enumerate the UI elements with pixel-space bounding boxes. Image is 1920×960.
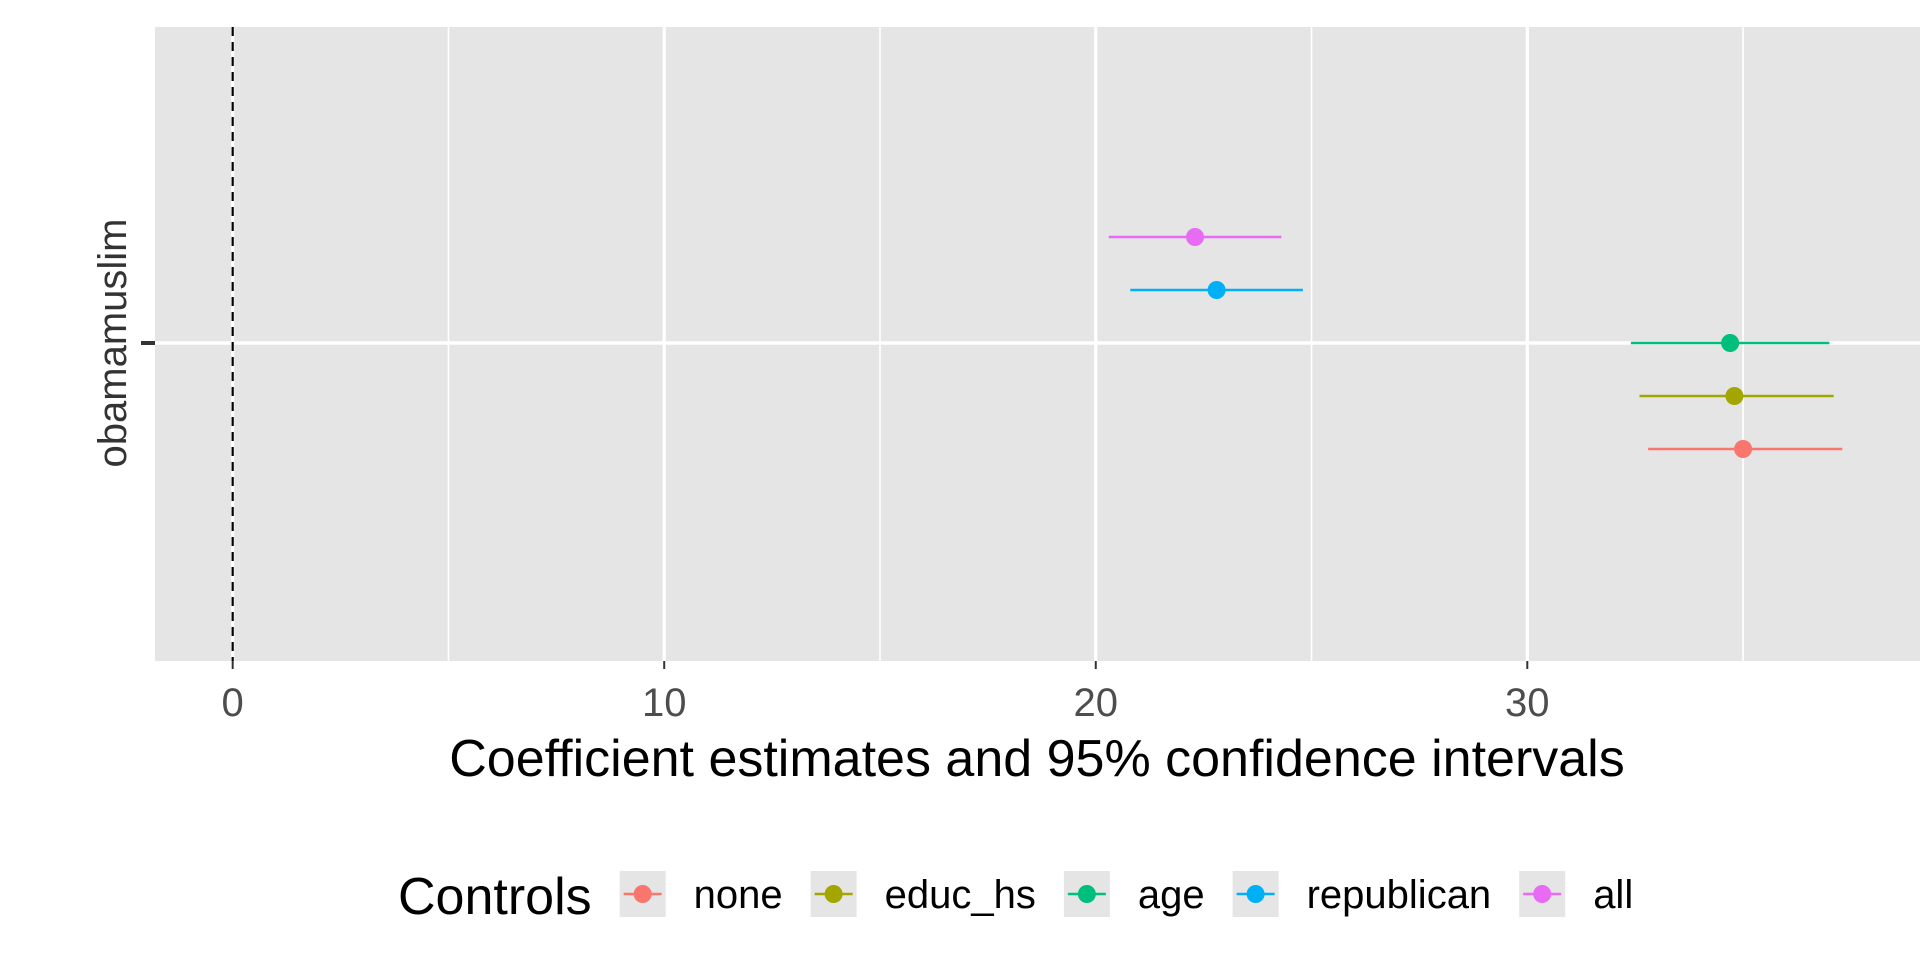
y-category-label: obamamuslim: [91, 219, 135, 468]
series-republican: [1130, 281, 1303, 299]
legend-label-educ_hs: educ_hs: [885, 873, 1036, 917]
legend-title: Controls: [398, 868, 592, 926]
major-gridlines: [155, 27, 1920, 661]
series-none: [1648, 440, 1843, 458]
y-axis: obamamuslim: [91, 219, 155, 468]
x-axis-title: Coefficient estimates and 95% confidence…: [449, 730, 1624, 788]
x-tick-label: 20: [1074, 681, 1119, 725]
x-tick-label: 10: [642, 681, 687, 725]
series-educ_hs: [1639, 387, 1834, 405]
series-layer: [1108, 228, 1843, 458]
legend-item-age: age: [1063, 871, 1205, 917]
legend-label-none: none: [694, 873, 783, 917]
legend-label-age: age: [1138, 873, 1205, 917]
legend-label-all: all: [1593, 873, 1633, 917]
point-republican: [1207, 281, 1226, 299]
x-tick-label: 30: [1505, 681, 1550, 725]
legend-key-point: [824, 885, 843, 903]
x-tick-label: 0: [222, 681, 244, 725]
series-age: [1630, 334, 1830, 352]
legend-key-point: [1246, 885, 1265, 903]
point-educ_hs: [1725, 387, 1744, 405]
legend-item-all: all: [1519, 871, 1633, 917]
point-age: [1721, 334, 1740, 352]
legend-item-educ_hs: educ_hs: [810, 871, 1036, 917]
legend-item-republican: republican: [1232, 871, 1492, 917]
legend-key-point: [1077, 885, 1096, 903]
legend-key-point: [1533, 885, 1552, 903]
point-none: [1734, 440, 1753, 458]
x-axis: 0 10 20 30: [222, 661, 1550, 725]
point-all: [1186, 228, 1205, 246]
legend-item-none: none: [619, 871, 783, 917]
legend-label-republican: republican: [1307, 873, 1492, 917]
legend-key-point: [633, 885, 652, 903]
legend: Controls none educ_hs age republican all: [398, 868, 1633, 926]
series-all: [1108, 228, 1282, 246]
